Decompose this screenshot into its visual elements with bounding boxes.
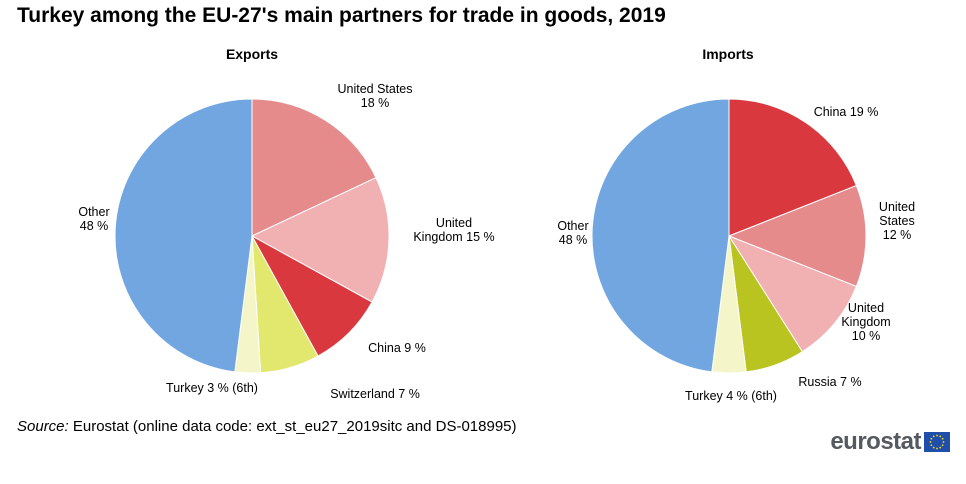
imports-slice-china [728, 98, 858, 237]
eu-flag-icon [924, 432, 950, 452]
exports-slice-united-states [251, 98, 377, 237]
source-label: Source: [17, 418, 69, 435]
exports-slice-other [114, 98, 253, 373]
exports-label-other: Other 48 % [78, 205, 109, 233]
imports-slice-united-kingdom [727, 234, 858, 353]
exports-label-united-kingdom: United Kingdom 15 % [413, 216, 494, 244]
imports-slice-united-states [727, 184, 867, 288]
imports-label-united-states: United States 12 % [879, 200, 915, 242]
source-text: Eurostat (online data code: ext_st_eu27_… [72, 418, 517, 435]
exports-slice-united-kingdom [250, 177, 390, 303]
eurostat-logo: eurostat [830, 428, 950, 456]
imports-label-russia: Russia 7 % [798, 375, 861, 389]
imports-slice-other [591, 98, 730, 373]
imports-label-china: China 19 % [814, 105, 879, 119]
chart-title: Turkey among the EU-27's main partners f… [17, 4, 666, 27]
exports-label-united-states: United States 18 % [337, 82, 412, 110]
exports-label-china: China 9 % [368, 341, 426, 355]
exports-label-turkey: Turkey 3 % (6th) [166, 381, 258, 395]
imports-pie-title: Imports [702, 46, 754, 62]
source-note: Source: Eurostat (online data code: ext_… [17, 418, 517, 435]
imports-label-turkey: Turkey 4 % (6th) [685, 389, 777, 403]
exports-pie-title: Exports [225, 46, 279, 62]
imports-label-other: Other 48 % [557, 219, 588, 247]
pie-charts: United States 18 % United Kingdom 15 % China… [78, 82, 915, 403]
eurostat-logo-text: eurostat [830, 428, 921, 455]
imports-label-united-kingdom: United Kingdom 10 % [841, 301, 890, 343]
exports-label-switzerland: Switzerland 7 % [330, 387, 420, 401]
